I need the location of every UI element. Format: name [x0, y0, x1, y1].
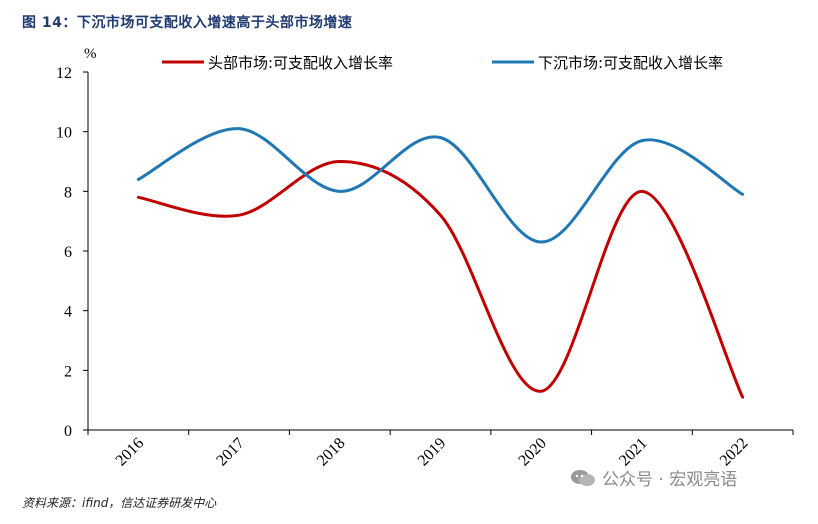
x-tick-label: 2018	[314, 435, 349, 470]
series-line-2	[136, 127, 745, 244]
data-source-note: 资料来源：ifind，信达证券研发中心	[22, 496, 217, 510]
y-tick-label: 8	[64, 184, 72, 201]
wechat-icon	[571, 469, 595, 486]
y-unit-label: %	[84, 46, 97, 62]
y-tick-label: 2	[64, 363, 72, 380]
chart-series	[136, 127, 745, 399]
legend-label-1: 头部市场:可支配收入增长率	[208, 54, 393, 72]
watermark-text: 公众号 · 宏观亮语	[602, 470, 738, 490]
x-tick-label: 2019	[415, 435, 450, 470]
legend-label-2: 下沉市场:可支配收入增长率	[538, 54, 723, 72]
y-tick-label: 10	[56, 125, 72, 142]
watermark: 公众号 · 宏观亮语	[570, 465, 737, 490]
y-tick-label: 12	[56, 65, 72, 82]
y-tick-label: 0	[64, 423, 72, 440]
y-tick-label: 6	[64, 244, 72, 261]
x-tick-label: 2017	[213, 435, 248, 470]
chart-legend: 头部市场:可支配收入增长率 下沉市场:可支配收入增长率	[162, 54, 723, 72]
y-tick-label: 4	[64, 304, 72, 321]
series-line-1	[136, 159, 745, 399]
figure-title: 图 14：下沉市场可支配收入增速高于头部市场增速	[22, 15, 353, 31]
x-tick-label: 2020	[515, 435, 550, 470]
x-tick-label: 2016	[113, 435, 148, 470]
